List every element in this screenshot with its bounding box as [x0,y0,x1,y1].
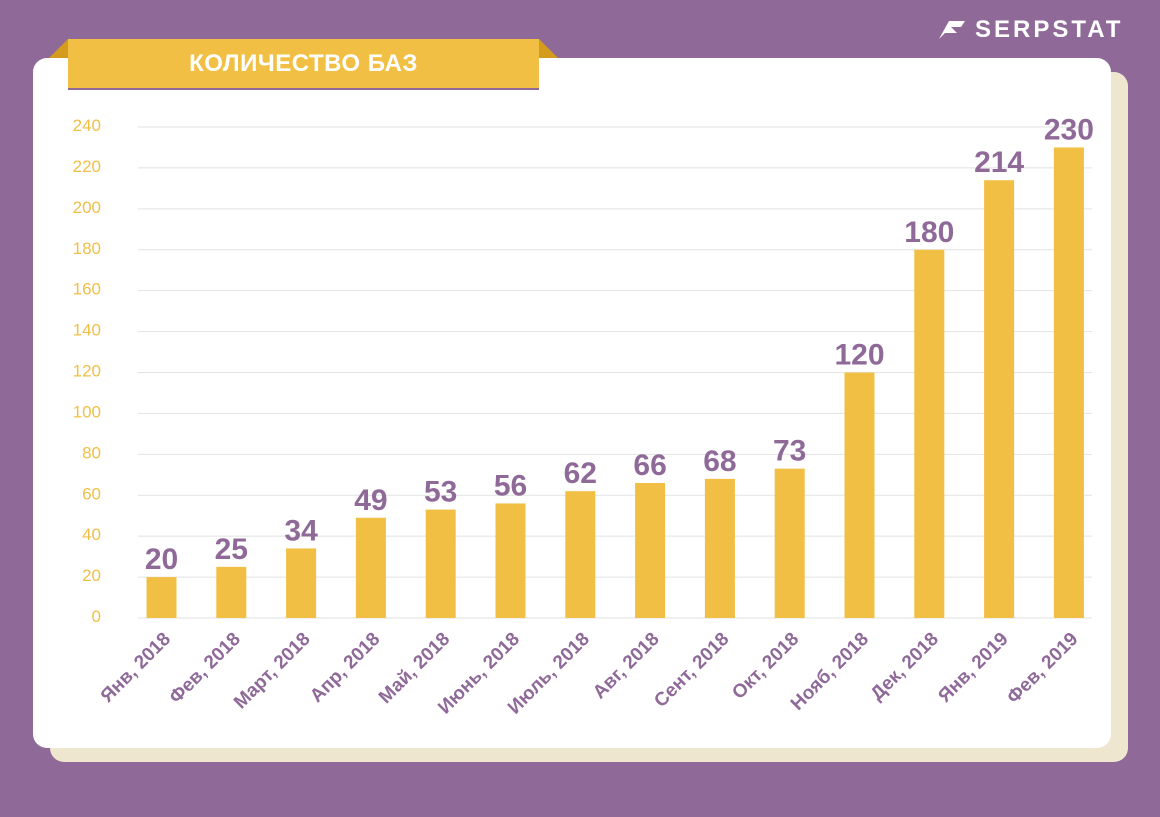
x-tick-label: Дек, 2018 [867,629,943,705]
bar [635,482,666,618]
x-tick-label: Фев, 2019 [1003,629,1082,708]
bar [984,180,1015,619]
bar [704,478,735,618]
data-label: 180 [904,216,954,249]
brand-name: SERPSTAT [975,16,1124,43]
y-tick-label: 220 [73,157,101,176]
data-label: 214 [974,146,1024,179]
x-tick-label: Апр, 2018 [306,629,384,707]
serpstat-logo: SERPSTAT [937,16,1123,44]
y-tick-label: 100 [73,402,101,421]
serpstat-logo-icon [939,21,965,39]
x-tick-label: Янв, 2018 [97,629,175,707]
title-ribbon: КОЛИЧЕСТВО БАЗ [68,39,539,90]
y-tick-label: 60 [82,484,101,503]
x-tick-label: Сент, 2018 [650,629,733,712]
data-label: 62 [564,457,597,490]
data-label: 230 [1044,113,1094,146]
bar [425,509,456,618]
y-tick-label: 80 [82,443,101,462]
data-label: 20 [145,543,178,576]
data-label: 120 [834,339,884,372]
bar [914,249,945,618]
ribbon-fold-right [539,39,558,58]
bar [844,372,875,618]
data-label: 25 [215,533,248,566]
bar [565,491,596,618]
bar [495,503,526,618]
bar [146,577,177,618]
data-label: 73 [773,435,806,468]
data-label: 49 [354,484,387,517]
y-tick-label: 240 [73,116,101,135]
y-tick-label: 160 [73,280,101,299]
bar [286,548,317,618]
data-label: 53 [424,476,457,509]
y-tick-label: 20 [82,566,101,585]
bar [216,566,247,618]
y-tick-label: 200 [73,198,101,217]
bar [355,517,386,618]
y-tick-label: 180 [73,239,101,258]
y-tick-label: 40 [82,525,101,544]
x-tick-label: Янв, 2019 [934,629,1012,707]
x-tick-label: Окт, 2018 [728,629,803,704]
data-label: 34 [284,514,318,547]
data-label: 66 [633,449,666,482]
bar [1053,147,1084,619]
y-tick-label: 0 [92,607,101,626]
bar [774,468,805,618]
data-label: 68 [703,445,736,478]
ribbon-fold-left [49,39,68,58]
data-label: 56 [494,469,527,502]
y-tick-label: 140 [73,321,101,340]
x-tick-label: Авг, 2018 [589,629,664,704]
y-tick-label: 120 [73,362,101,381]
chart-title: КОЛИЧЕСТВО БАЗ [189,49,418,77]
